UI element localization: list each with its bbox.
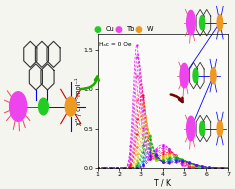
Circle shape [193, 68, 198, 83]
Circle shape [39, 98, 48, 115]
Text: Cu: Cu [106, 26, 114, 32]
Text: ●: ● [115, 25, 123, 34]
Text: W: W [147, 26, 153, 32]
Circle shape [10, 92, 27, 121]
Circle shape [211, 68, 216, 84]
Circle shape [65, 97, 76, 116]
Circle shape [200, 121, 205, 136]
Text: ●: ● [94, 25, 102, 34]
Circle shape [217, 121, 223, 136]
Circle shape [187, 10, 195, 35]
Circle shape [180, 63, 189, 88]
Circle shape [200, 15, 205, 30]
Circle shape [187, 116, 195, 141]
FancyArrowPatch shape [81, 77, 99, 89]
Y-axis label: χ'' / cm³·mol⁻¹: χ'' / cm³·mol⁻¹ [75, 77, 82, 125]
Text: ●: ● [135, 25, 143, 34]
Text: Tb: Tb [127, 26, 135, 32]
Circle shape [217, 15, 223, 31]
FancyArrowPatch shape [171, 94, 183, 102]
Text: Hₐc = 0 Oe: Hₐc = 0 Oe [99, 42, 132, 47]
X-axis label: T / K: T / K [154, 179, 171, 188]
